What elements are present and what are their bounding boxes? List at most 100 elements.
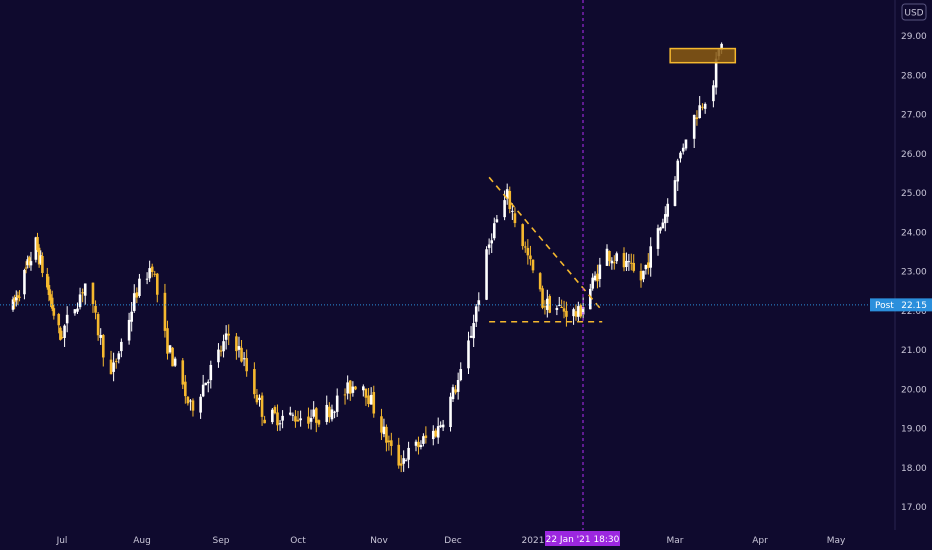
candle-body (531, 259, 535, 271)
candle-body (312, 409, 315, 417)
candle-body (191, 400, 195, 411)
candle (477, 292, 481, 312)
candle-body (49, 294, 52, 301)
candle-body (459, 369, 463, 381)
candle (168, 344, 172, 354)
candle (201, 374, 205, 398)
candle-body (632, 262, 636, 271)
candle (99, 328, 103, 345)
candle (397, 437, 401, 469)
price-axis[interactable]: 17.00 18.00 19.00 20.00 21.00 22.00 23.00 24.00… (901, 32, 927, 513)
candle-body (309, 418, 313, 422)
candle-body (436, 426, 440, 438)
candle (112, 352, 115, 382)
candle-body (255, 394, 259, 403)
candle-body (173, 358, 177, 366)
candle (28, 255, 31, 268)
candle-body (546, 298, 549, 310)
candle (646, 253, 650, 275)
candle-body (714, 58, 718, 88)
candle-body (148, 268, 151, 279)
candle-body (258, 397, 261, 400)
candle-body (26, 259, 29, 266)
candle-body (720, 43, 723, 50)
candle-body (314, 408, 318, 423)
candle-body (330, 409, 334, 420)
candle-body (661, 222, 665, 229)
currency-label: USD (904, 9, 923, 19)
candle (505, 183, 509, 205)
candle-body (204, 382, 208, 386)
candle-body (681, 147, 685, 152)
candle-body (526, 247, 530, 256)
candle-body (222, 341, 225, 352)
candle (577, 301, 580, 323)
candle-body (511, 210, 514, 212)
candle (454, 385, 457, 395)
candle-body (117, 353, 121, 360)
y-tick-label: 22.00 (901, 307, 927, 317)
candle-body (168, 345, 172, 353)
candle-body (642, 270, 645, 280)
candle-body (41, 255, 44, 273)
post-label-value: 22.15 (901, 301, 927, 311)
candle-body (94, 305, 97, 313)
candle (23, 268, 26, 300)
candle-body (219, 350, 223, 352)
candle (217, 343, 220, 368)
candle-body (508, 190, 512, 210)
candle (166, 320, 169, 360)
candle-body (541, 288, 544, 308)
candle (63, 324, 66, 347)
candle-body (109, 359, 113, 375)
candle (608, 250, 611, 267)
candle-body (659, 227, 662, 231)
candle (560, 299, 563, 308)
candle-body (414, 441, 418, 446)
candle (255, 389, 259, 405)
candle (189, 399, 192, 411)
time-axis[interactable]: Jul Aug Sep Oct Nov Dec 2021 Mar Apr May (56, 536, 846, 546)
x-tick-label: Apr (752, 536, 768, 546)
candle-body (492, 223, 496, 239)
candle (424, 426, 428, 444)
candle-body (59, 327, 62, 340)
candle (46, 267, 49, 290)
candle (474, 304, 478, 327)
candle-body (253, 369, 256, 395)
candle (299, 410, 302, 427)
candle-body (380, 416, 383, 433)
candle (289, 406, 292, 416)
candle (703, 102, 707, 114)
candle-body (289, 412, 292, 415)
candle (171, 346, 174, 367)
candle (495, 214, 499, 223)
candle (155, 272, 159, 303)
candle-body (328, 406, 331, 418)
candle (278, 420, 282, 431)
candle (245, 349, 248, 377)
candle (242, 352, 246, 367)
candle-body (240, 347, 243, 362)
candle-body (417, 441, 420, 448)
candle-body (467, 340, 470, 369)
candle (598, 257, 602, 288)
candle-body (676, 160, 680, 182)
candle-body (273, 407, 277, 414)
candle (574, 304, 578, 321)
candle-body (57, 314, 61, 326)
candle (451, 384, 455, 403)
resistance-rectangle[interactable] (669, 47, 737, 64)
candle (469, 326, 473, 339)
candle (676, 158, 680, 191)
candle-body (456, 380, 460, 392)
candle (548, 294, 552, 314)
candle-body (351, 386, 355, 393)
candle (666, 198, 670, 223)
currency-badge[interactable]: USD (901, 3, 927, 21)
candle-body (469, 335, 473, 338)
x-tick-label: Mar (667, 536, 684, 546)
candle-body (281, 415, 284, 421)
